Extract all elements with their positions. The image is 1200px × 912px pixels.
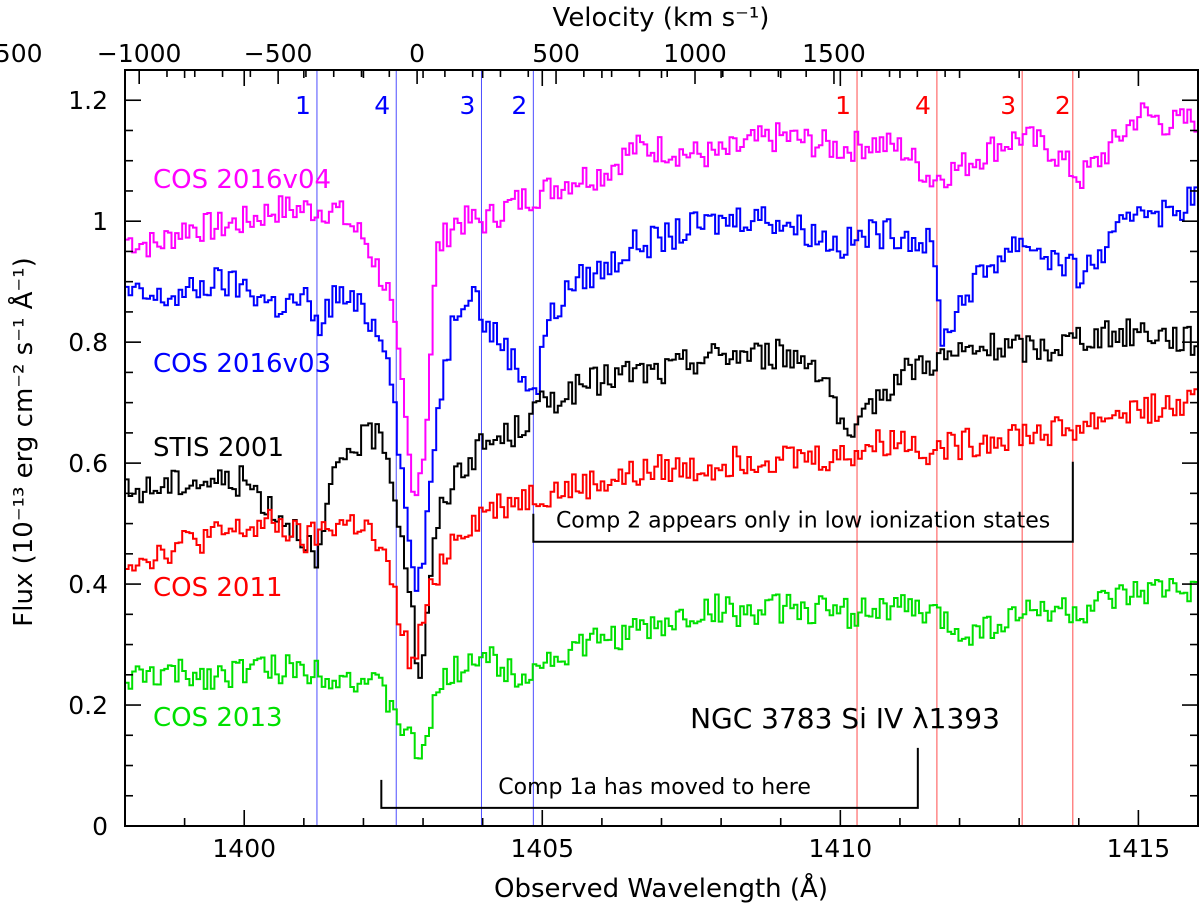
component-label: 1: [295, 91, 311, 120]
y-tick-label: 1.2: [68, 86, 108, 115]
annotation-bracket: [532, 461, 1074, 543]
series-label: COS 2011: [153, 573, 283, 603]
chart-title: NGC 3783 Si IV λ1393: [690, 702, 1000, 735]
component-label: 2: [511, 91, 527, 120]
velocity-tick-label: 500: [532, 39, 580, 68]
annotation-text: Comp 2 appears only in low ionization st…: [556, 509, 1050, 534]
series-label: COS 2016v03: [153, 349, 331, 379]
y-tick-label: 0.6: [68, 449, 108, 478]
y-tick-label: 1: [92, 207, 108, 236]
annotation-bracket: [380, 747, 919, 809]
y-tick-label: 0.2: [68, 691, 108, 720]
component-label: 1: [835, 91, 851, 120]
component-label: 3: [1000, 91, 1016, 120]
y-axis-label: Flux (10⁻¹³ erg cm⁻² s⁻¹ Å⁻¹): [7, 257, 39, 626]
axes-layer: 140014051410141500.20.40.60.811.2−1500−1…: [0, 39, 1199, 863]
x-tick-label: 1400: [212, 834, 276, 863]
series-line: [125, 576, 1199, 760]
y-tick-label: 0.4: [68, 570, 108, 599]
x-tick-label: 1410: [809, 834, 873, 863]
velocity-tick-label: 0: [409, 39, 425, 68]
x-axis-label: Observed Wavelength (Å): [494, 872, 828, 904]
series-label: COS 2013: [153, 703, 283, 733]
annotation-text: Comp 1a has moved to here: [498, 775, 811, 800]
velocity-tick-label: −1500: [0, 39, 43, 68]
spectra-layer: [125, 102, 1199, 760]
component-label: 4: [374, 91, 390, 120]
component-label: 3: [460, 91, 476, 120]
series-line: [125, 388, 1199, 670]
series-line: [125, 102, 1199, 497]
x-tick-label: 1405: [510, 834, 574, 863]
series-label: STIS 2001: [153, 433, 284, 463]
velocity-axis-label: Velocity (km s⁻¹): [553, 3, 770, 33]
component-label: 4: [915, 91, 931, 120]
velocity-tick-label: 1000: [663, 39, 727, 68]
component-label: 2: [1055, 91, 1071, 120]
y-tick-label: 0: [92, 812, 108, 841]
velocity-tick-label: 1500: [802, 39, 866, 68]
y-tick-label: 0.8: [68, 328, 108, 357]
velocity-tick-label: −500: [244, 39, 313, 68]
series-line: [125, 186, 1199, 592]
x-tick-label: 1415: [1107, 834, 1171, 863]
velocity-tick-label: −1000: [97, 39, 182, 68]
series-label: COS 2016v04: [153, 165, 331, 195]
annotation-layer: COS 2016v04 COS 2016v03 STIS 2001 COS 2011 C…: [153, 165, 1074, 809]
